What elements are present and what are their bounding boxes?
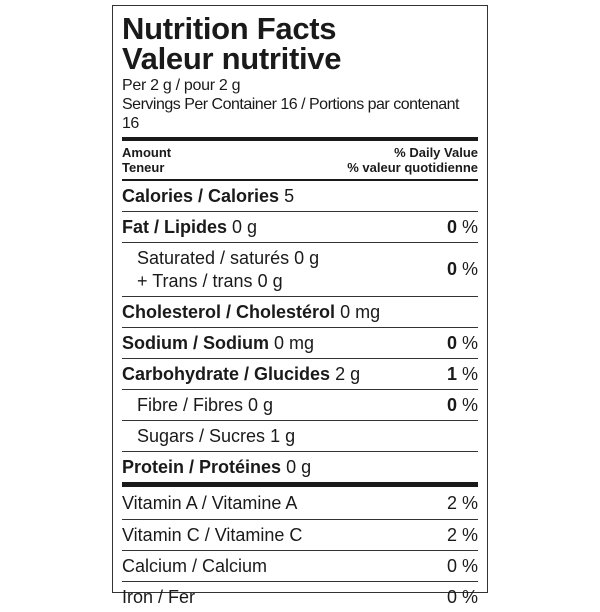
vitamin-label: Vitamin C / Vitamine C [122,524,303,545]
nutrient-amount: 0 mg [340,301,381,322]
vitamin-a-row: Vitamin A / Vitamine A 2 % [122,487,478,520]
serving-size: Per 2 g / pour 2 g [122,77,241,94]
calcium-row: Calcium / Calcium 0 % [122,551,478,582]
vitamin-label: Calcium / Calcium [122,555,268,576]
saturated-trans-row: Saturated / saturés 0 g + Trans / trans … [122,243,478,297]
nutrient-label: + Trans / trans [137,270,253,291]
nutrient-amount: 0 g [286,456,312,477]
title-french: Valeur nutritive [122,41,342,76]
nutrient-amount: 0 g [232,216,258,237]
vitamin-daily-value: 0 % [446,586,478,607]
percent-sign: % [461,259,478,279]
nutrient-amount: 0 g [248,394,274,415]
calories-value: 5 [284,185,295,206]
nutrient-label: Carbohydrate / Glucides [122,363,331,384]
daily-value: 0 [446,332,457,353]
daily-value: 1 [446,363,457,384]
vitamin-daily-value: 2 % [446,524,478,545]
percent-sign: % [461,363,478,384]
sugars-row: Sugars / Sucres 1 g [122,421,478,452]
nutrient-amount: 2 g [335,363,361,384]
thick-divider [122,482,478,487]
percent-sign: % [461,332,478,353]
calories-row: Calories / Calories 5 [122,181,478,212]
cholesterol-row: Cholesterol / Cholestérol 0 mg [122,297,478,328]
amount-header: Amount [122,145,172,160]
fibre-row: Fibre / Fibres 0 g 0 % [122,390,478,421]
vitamin-label: Iron / Fer [122,586,196,607]
nutrient-label: Sugars / Sucres [137,425,266,446]
vitamin-c-row: Vitamin C / Vitamine C 2 % [122,520,478,551]
vitamin-label: Vitamin A / Vitamine A [122,492,298,513]
sodium-row: Sodium / Sodium 0 mg 0 % [122,328,478,359]
nutrient-amount: 1 g [270,425,296,446]
nutrient-label: Saturated / saturés [137,247,290,268]
column-header: Amount Teneur % Daily Value% valeur quoti… [122,141,478,181]
carbohydrate-row: Carbohydrate / Glucides 2 g 1 % [122,359,478,390]
servings-per-container: Servings Per Container 16 / Portions par… [122,96,459,132]
nutrient-label: Sodium / Sodium [122,332,269,353]
daily-value: 0 [446,259,457,279]
daily-value: 0 [446,394,457,415]
nutrient-label: Fat / Lipides [122,216,228,237]
fat-row: Fat / Lipides 0 g 0 % [122,212,478,243]
iron-row: Iron / Fer 0 % [122,582,478,612]
valeur-quotidienne-header: % valeur quotidienne [347,160,478,175]
nutrient-label: Cholesterol / Cholestérol [122,301,336,322]
vitamin-daily-value: 2 % [446,492,478,513]
percent-sign: % [461,216,478,237]
nutrient-amount: 0 mg [274,332,315,353]
teneur-header: Teneur [122,160,165,175]
nutrient-label: Fibre / Fibres [137,394,244,415]
nutrition-facts-label: Nutrition Facts Valeur nutritive Per 2 g… [112,5,488,607]
protein-row: Protein / Protéines 0 g [122,452,478,482]
percent-sign: % [461,394,478,415]
thick-divider [122,137,478,141]
nutrient-amount: 0 g [294,247,320,268]
daily-value: 0 [446,216,457,237]
nutrient-label: Protein / Protéines [122,456,282,477]
calories-label: Calories / Calories [122,185,280,206]
vitamin-daily-value: 0 % [446,555,478,576]
daily-value-header: % Daily Value [394,145,478,160]
title-english: Nutrition Facts [122,11,337,46]
nutrient-amount: 0 g [257,270,283,291]
